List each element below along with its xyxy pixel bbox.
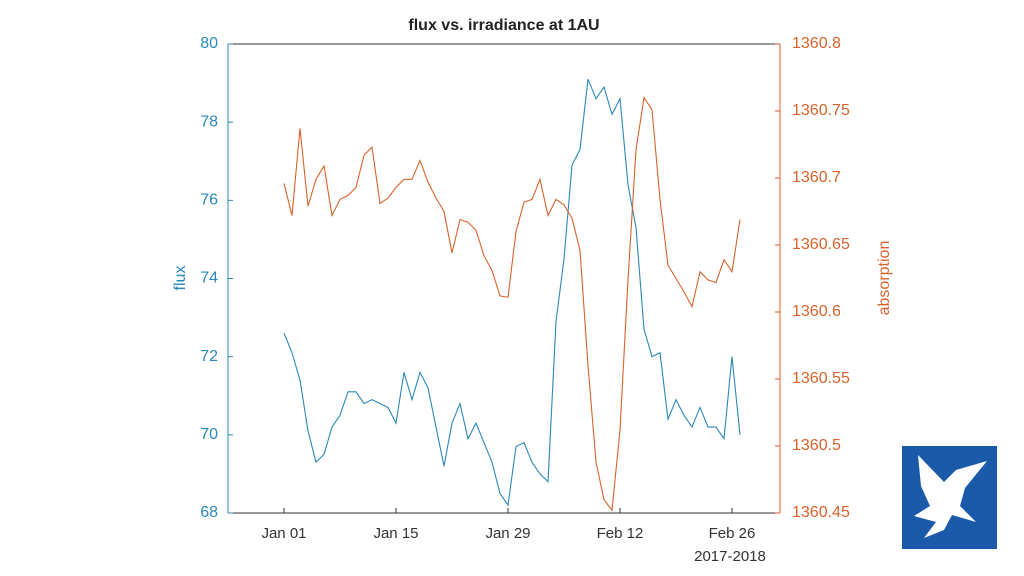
y2-axis-label: absorption: [876, 241, 893, 316]
x-tick-label: Jan 01: [261, 525, 306, 542]
x-tick-label: Feb 12: [597, 525, 644, 542]
y-tick-label: 74: [200, 270, 218, 287]
x-tick-label: Feb 26: [709, 525, 756, 542]
y2-tick-label: 1360.8: [792, 35, 841, 52]
y-tick-label: 68: [200, 504, 218, 521]
y-tick-label: 76: [200, 192, 218, 209]
logo: [902, 446, 997, 549]
chart-title: flux vs. irradiance at 1AU: [408, 17, 599, 34]
x-secondary-label: 2017-2018: [694, 548, 766, 565]
y2-tick-label: 1360.6: [792, 303, 841, 320]
logo-eagle: [914, 455, 987, 538]
y2-tick-label: 1360.75: [792, 102, 850, 119]
y-tick-label: 70: [200, 426, 218, 443]
y2-tick-label: 1360.55: [792, 370, 850, 387]
series-line: [283, 78, 741, 507]
y-tick-label: 80: [200, 35, 218, 52]
y2-tick-label: 1360.45: [792, 504, 850, 521]
y-tick-label: 72: [200, 348, 218, 365]
y-tick-label: 78: [200, 113, 218, 130]
series-line: [283, 96, 741, 512]
x-tick-label: Jan 15: [373, 525, 418, 542]
y-axis-label: flux: [172, 266, 189, 291]
y2-tick-label: 1360.5: [792, 437, 841, 454]
x-tick-label: Jan 29: [485, 525, 530, 542]
y2-tick-label: 1360.7: [792, 169, 841, 186]
y2-tick-label: 1360.65: [792, 236, 850, 253]
